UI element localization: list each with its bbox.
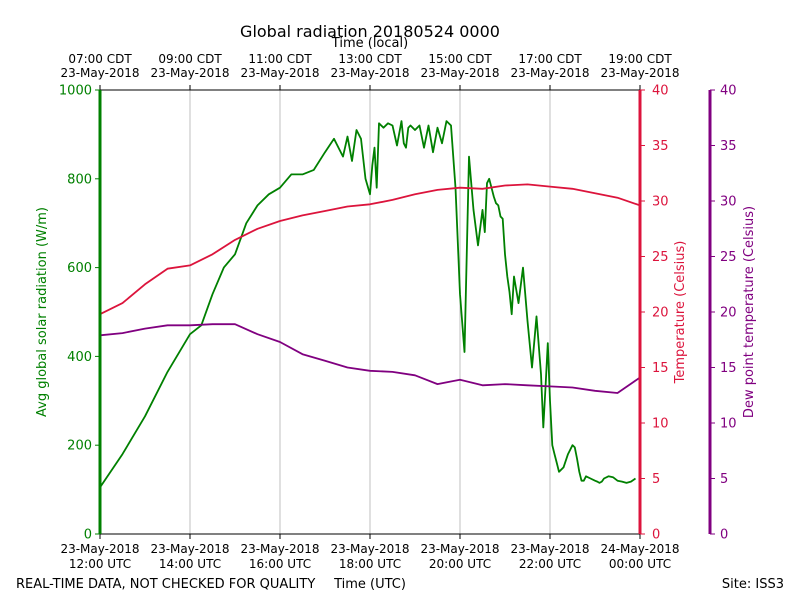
temperature-axis-label: Temperature (Celsius) xyxy=(673,241,688,385)
dewpoint-axis-label: Dew point temperature (Celsius) xyxy=(742,206,757,418)
x-tick-label-bottom-time: 22:00 UTC xyxy=(519,557,581,571)
radiation-axis-label: Avg global solar radiation (W/m) xyxy=(35,207,50,417)
x-tick-label-top-date: 23-May-2018 xyxy=(150,66,229,80)
temperature-tick-label: 0 xyxy=(652,528,660,543)
radiation-tick-label: 0 xyxy=(84,528,92,543)
dewpoint-tick-label: 30 xyxy=(720,195,737,210)
x-tick-label-bottom-time: 00:00 UTC xyxy=(609,557,671,571)
x-tick-label-top-date: 23-May-2018 xyxy=(600,66,679,80)
dewpoint-tick-label: 10 xyxy=(720,417,737,432)
x-tick-label-bottom-time: 12:00 UTC xyxy=(69,557,131,571)
x-tick-label-bottom-date: 23-May-2018 xyxy=(420,542,499,556)
x-tick-label-top-date: 23-May-2018 xyxy=(330,66,409,80)
radiation-tick-label: 400 xyxy=(67,350,92,365)
radiation-tick-label: 1000 xyxy=(59,84,92,99)
x-tick-label-top-time: 07:00 CDT xyxy=(68,52,132,66)
x-tick-label-bottom-date: 23-May-2018 xyxy=(60,542,139,556)
radiation-tick-label: 600 xyxy=(67,261,92,276)
x-tick-label-bottom-date: 23-May-2018 xyxy=(150,542,229,556)
x-tick-label-bottom-time: 20:00 UTC xyxy=(429,557,491,571)
x-tick-label-top-time: 13:00 CDT xyxy=(338,52,402,66)
radiation-series-line xyxy=(99,120,637,488)
temperature-tick-label: 30 xyxy=(652,195,669,210)
x-tick-label-top-date: 23-May-2018 xyxy=(420,66,499,80)
dewpoint-tick-label: 20 xyxy=(720,306,737,321)
temperature-tick-label: 25 xyxy=(652,250,669,265)
dewpoint-tick-label: 15 xyxy=(720,361,737,376)
temperature-tick-label: 15 xyxy=(652,361,669,376)
x-tick-label-top-date: 23-May-2018 xyxy=(60,66,139,80)
dewpoint-tick-label: 0 xyxy=(720,528,728,543)
grid-lines xyxy=(189,90,551,534)
x-tick-label-top-time: 11:00 CDT xyxy=(248,52,312,66)
dewpoint-tick-label: 25 xyxy=(720,250,737,265)
dewpoint-series-line xyxy=(99,323,641,394)
x-tick-label-bottom-date: 23-May-2018 xyxy=(240,542,319,556)
x-tick-label-top-time: 09:00 CDT xyxy=(158,52,222,66)
temperature-tick-label: 20 xyxy=(652,306,669,321)
chart-title: Global radiation 20180524 0000 xyxy=(240,22,500,41)
x-tick-label-top-time: 19:00 CDT xyxy=(608,52,672,66)
x-tick-label-top-date: 23-May-2018 xyxy=(510,66,589,80)
site-label: Site: ISS3 xyxy=(722,577,784,592)
radiation-tick-label: 800 xyxy=(67,172,92,187)
x-tick-label-top-time: 17:00 CDT xyxy=(518,52,582,66)
quality-disclaimer: REAL-TIME DATA, NOT CHECKED FOR QUALITY xyxy=(16,577,315,592)
x-axis-label: Time (UTC) xyxy=(333,577,406,592)
x-tick-label-bottom-time: 18:00 UTC xyxy=(339,557,401,571)
temperature-series-line xyxy=(99,183,641,316)
radiation-tick-label: 200 xyxy=(67,439,92,454)
temperature-tick-label: 10 xyxy=(652,417,669,432)
dewpoint-tick-label: 40 xyxy=(720,84,737,99)
temperature-tick-label: 35 xyxy=(652,139,669,154)
series-layer xyxy=(99,120,641,488)
x-tick-label-bottom-date: 23-May-2018 xyxy=(330,542,409,556)
x-tick-label-bottom-time: 16:00 UTC xyxy=(249,557,311,571)
x-tick-label-top-date: 23-May-2018 xyxy=(240,66,319,80)
x-tick-label-top-time: 15:00 CDT xyxy=(428,52,492,66)
x-tick-label-bottom-date: 24-May-2018 xyxy=(600,542,679,556)
temperature-tick-label: 40 xyxy=(652,84,669,99)
x-tick-label-bottom-time: 14:00 UTC xyxy=(159,557,221,571)
top-axis-label: Time (local) xyxy=(331,36,408,51)
dewpoint-tick-label: 5 xyxy=(720,472,728,487)
x-tick-label-bottom-date: 23-May-2018 xyxy=(510,542,589,556)
temperature-tick-label: 5 xyxy=(652,472,660,487)
dewpoint-tick-label: 35 xyxy=(720,139,737,154)
